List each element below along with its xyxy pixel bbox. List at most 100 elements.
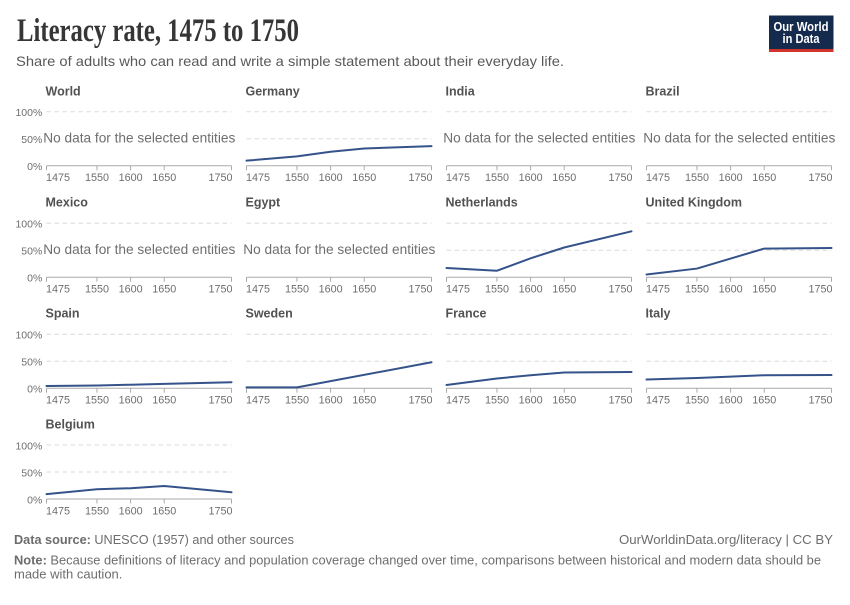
svg-text:1650: 1650 xyxy=(552,172,576,184)
svg-text:0%: 0% xyxy=(27,384,42,396)
svg-text:1550: 1550 xyxy=(685,172,709,184)
svg-text:Netherlands: Netherlands xyxy=(446,196,518,210)
svg-text:0%: 0% xyxy=(27,494,42,506)
svg-text:No data for the selected entit: No data for the selected entities xyxy=(643,131,835,146)
svg-text:1750: 1750 xyxy=(208,172,232,184)
svg-text:No data for the selected entit: No data for the selected entities xyxy=(43,242,235,257)
svg-text:1650: 1650 xyxy=(152,172,176,184)
svg-text:1475: 1475 xyxy=(246,395,270,407)
svg-text:Share of adults who can read a: Share of adults who can read and write a… xyxy=(16,53,564,69)
svg-text:1550: 1550 xyxy=(485,284,509,296)
svg-text:1600: 1600 xyxy=(319,284,343,296)
svg-text:1750: 1750 xyxy=(608,284,632,296)
svg-text:Egypt: Egypt xyxy=(246,196,282,210)
svg-text:OurWorldinData.org/literacy |: OurWorldinData.org/literacy | CC BY xyxy=(619,532,833,547)
svg-text:1475: 1475 xyxy=(46,505,70,517)
svg-text:1600: 1600 xyxy=(119,284,143,296)
svg-text:1750: 1750 xyxy=(408,284,432,296)
svg-text:1475: 1475 xyxy=(246,284,270,296)
svg-text:Data source: UNESCO (1957) and: Data source: UNESCO (1957) and other sou… xyxy=(14,533,294,547)
svg-text:1650: 1650 xyxy=(552,395,576,407)
svg-text:1650: 1650 xyxy=(352,172,376,184)
svg-text:1550: 1550 xyxy=(85,172,109,184)
svg-text:0%: 0% xyxy=(27,273,42,285)
svg-text:United Kingdom: United Kingdom xyxy=(646,196,743,210)
svg-text:Our World: Our World xyxy=(774,19,829,34)
svg-text:Belgium: Belgium xyxy=(46,418,95,432)
svg-text:100%: 100% xyxy=(15,219,42,231)
svg-text:1650: 1650 xyxy=(352,284,376,296)
svg-text:1475: 1475 xyxy=(246,172,270,184)
svg-text:1650: 1650 xyxy=(752,172,776,184)
svg-text:1475: 1475 xyxy=(646,172,670,184)
svg-text:1475: 1475 xyxy=(646,284,670,296)
svg-text:50%: 50% xyxy=(21,357,42,369)
svg-text:Germany: Germany xyxy=(246,84,300,98)
svg-text:1550: 1550 xyxy=(485,172,509,184)
svg-text:1550: 1550 xyxy=(485,395,509,407)
svg-text:50%: 50% xyxy=(21,467,42,479)
svg-text:50%: 50% xyxy=(21,134,42,146)
svg-text:Spain: Spain xyxy=(46,307,80,321)
svg-text:No data for the selected entit: No data for the selected entities xyxy=(43,131,235,146)
svg-text:No data for the selected entit: No data for the selected entities xyxy=(443,131,635,146)
svg-text:1550: 1550 xyxy=(285,395,309,407)
svg-text:in Data: in Data xyxy=(783,31,821,46)
svg-text:France: France xyxy=(446,307,487,321)
svg-text:1600: 1600 xyxy=(519,284,543,296)
svg-text:0%: 0% xyxy=(27,161,42,173)
svg-text:1600: 1600 xyxy=(119,395,143,407)
svg-text:Sweden: Sweden xyxy=(246,307,293,321)
svg-text:1750: 1750 xyxy=(408,395,432,407)
svg-text:50%: 50% xyxy=(21,246,42,258)
svg-text:100%: 100% xyxy=(15,107,42,119)
svg-text:Literacy rate, 1475 to 1750: Literacy rate, 1475 to 1750 xyxy=(17,13,299,49)
svg-text:1600: 1600 xyxy=(119,172,143,184)
svg-text:1550: 1550 xyxy=(85,395,109,407)
svg-text:Mexico: Mexico xyxy=(46,196,89,210)
svg-text:1550: 1550 xyxy=(285,284,309,296)
svg-text:1650: 1650 xyxy=(752,284,776,296)
svg-text:1750: 1750 xyxy=(408,172,432,184)
svg-text:1475: 1475 xyxy=(46,172,70,184)
svg-text:1550: 1550 xyxy=(285,172,309,184)
svg-text:1650: 1650 xyxy=(152,505,176,517)
svg-text:1600: 1600 xyxy=(119,505,143,517)
svg-text:1750: 1750 xyxy=(608,395,632,407)
svg-text:1750: 1750 xyxy=(808,395,832,407)
svg-text:1600: 1600 xyxy=(319,395,343,407)
svg-text:No data for the selected entit: No data for the selected entities xyxy=(243,242,435,257)
svg-text:1600: 1600 xyxy=(519,172,543,184)
svg-text:1600: 1600 xyxy=(719,172,743,184)
svg-text:made with caution.: made with caution. xyxy=(14,567,122,582)
svg-text:1600: 1600 xyxy=(519,395,543,407)
svg-text:1600: 1600 xyxy=(719,284,743,296)
svg-text:Italy: Italy xyxy=(646,307,671,321)
svg-text:1600: 1600 xyxy=(719,395,743,407)
svg-text:1650: 1650 xyxy=(152,395,176,407)
svg-text:1475: 1475 xyxy=(46,284,70,296)
svg-text:1475: 1475 xyxy=(446,172,470,184)
svg-text:1475: 1475 xyxy=(646,395,670,407)
svg-text:1550: 1550 xyxy=(85,284,109,296)
svg-text:1600: 1600 xyxy=(319,172,343,184)
svg-text:1475: 1475 xyxy=(446,395,470,407)
svg-text:1650: 1650 xyxy=(352,395,376,407)
svg-text:India: India xyxy=(446,84,476,98)
svg-text:1475: 1475 xyxy=(46,395,70,407)
svg-text:1650: 1650 xyxy=(552,284,576,296)
svg-text:1650: 1650 xyxy=(752,395,776,407)
svg-text:World: World xyxy=(46,84,81,98)
svg-text:Note: Because definitions of l: Note: Because definitions of literacy an… xyxy=(14,553,821,568)
svg-text:1750: 1750 xyxy=(208,505,232,517)
svg-text:100%: 100% xyxy=(15,330,42,342)
svg-text:1750: 1750 xyxy=(208,395,232,407)
svg-text:Brazil: Brazil xyxy=(646,84,680,98)
svg-text:1650: 1650 xyxy=(152,284,176,296)
svg-text:1750: 1750 xyxy=(208,284,232,296)
svg-text:1475: 1475 xyxy=(446,284,470,296)
svg-text:1550: 1550 xyxy=(85,505,109,517)
svg-text:1750: 1750 xyxy=(808,172,832,184)
svg-text:1750: 1750 xyxy=(608,172,632,184)
svg-text:1750: 1750 xyxy=(808,284,832,296)
